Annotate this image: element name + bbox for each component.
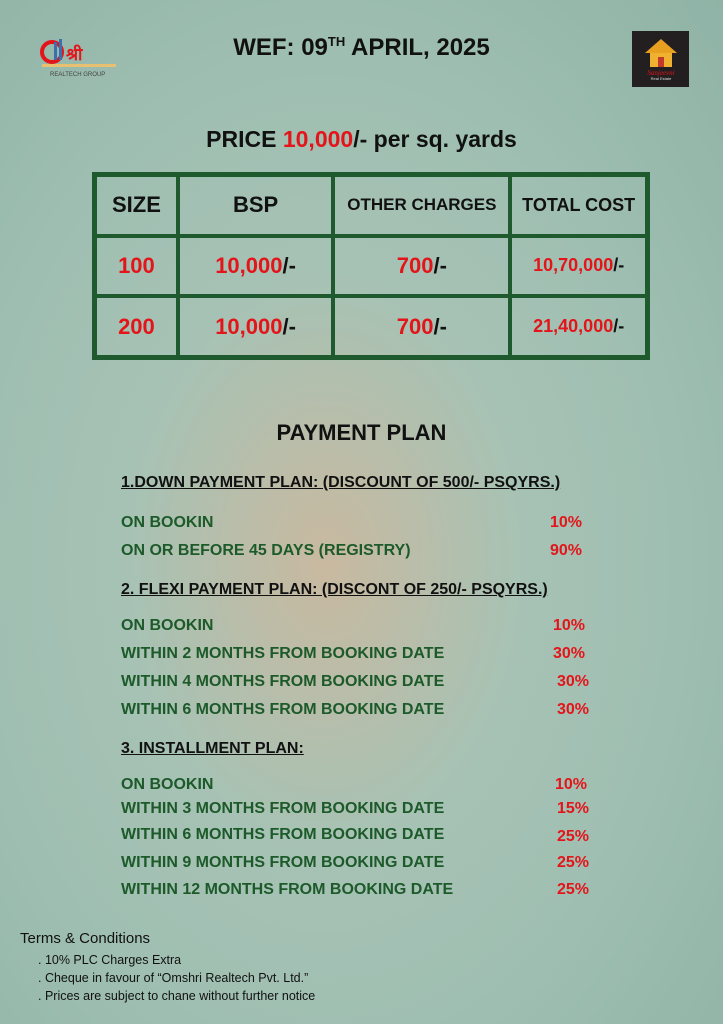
plan-item-label: WITHIN 12 MONTHS FROM BOOKING DATE: [121, 881, 454, 898]
price-label: PRICE: [206, 126, 283, 152]
terms-item: . Prices are subject to chane without fu…: [38, 989, 316, 1003]
terms-item: . Cheque in favour of “Omshri Realtech P…: [38, 971, 309, 985]
plan-item-label: WITHIN 6 MONTHS FROM BOOKING DATE: [121, 701, 445, 718]
cell-total: 10,70,000/-: [508, 233, 650, 299]
plan-item-label: WITHIN 9 MONTHS FROM BOOKING DATE: [121, 854, 445, 871]
plan-item-label: WITHIN 3 MONTHS FROM BOOKING DATE: [121, 800, 445, 817]
plan-item-pct: 15%: [557, 800, 590, 817]
cell-other: 700/-: [331, 233, 513, 299]
plan-item-pct: 10%: [553, 617, 586, 634]
price-unit: /- per sq. yards: [353, 126, 517, 152]
plan-item-label: ON OR BEFORE 45 DAYS (REGISTRY): [121, 542, 411, 559]
plan-item-label: ON BOOKIN: [121, 617, 214, 634]
plan-item-pct: 25%: [557, 854, 590, 871]
plan-title-down-payment: 1.DOWN PAYMENT PLAN: (DISCOUNT OF 500/- …: [121, 474, 561, 491]
header-total-cost: TOTAL COST: [508, 172, 650, 238]
plan-item-label: ON BOOKIN: [121, 776, 214, 793]
plan-title-installment: 3. INSTALLMENT PLAN:: [121, 740, 304, 757]
header-other-charges: OTHER CHARGES: [331, 172, 513, 238]
effective-date: WEF: 09TH APRIL, 2025: [0, 34, 723, 62]
cell-bsp: 10,000/-: [175, 294, 336, 360]
plan-item-label: WITHIN 4 MONTHS FROM BOOKING DATE: [121, 673, 445, 690]
header-bsp: BSP: [175, 172, 336, 238]
price-value: 10,000: [282, 126, 354, 152]
plan-item-pct: 25%: [557, 881, 590, 898]
plan-title-flexi: 2. FLEXI PAYMENT PLAN: (DISCONT OF 250/-…: [121, 581, 548, 598]
plan-item-pct: 30%: [557, 701, 590, 718]
svg-text:Real Estate: Real Estate: [650, 76, 671, 81]
table-row: 100 10,000/- 700/- 10,70,000/-: [92, 233, 650, 299]
cell-other: 700/-: [331, 294, 513, 360]
wef-text: WEF: 09: [233, 34, 328, 61]
svg-text:श्री: श्री: [65, 44, 83, 65]
omshri-logo: श्री REALTECH GROUP: [40, 36, 120, 80]
terms-title: Terms & Conditions: [20, 930, 151, 947]
plan-item-label: WITHIN 6 MONTHS FROM BOOKING DATE: [121, 826, 445, 843]
plan-item-label: ON BOOKIN: [121, 514, 214, 531]
sanjeevni-logo: Sanjeevni Real Estate: [632, 31, 689, 87]
plan-item-pct: 90%: [550, 542, 583, 559]
svg-text:REALTECH GROUP: REALTECH GROUP: [50, 72, 105, 78]
plan-item-pct: 10%: [550, 514, 583, 531]
cell-size: 200: [92, 294, 180, 360]
table-header-row: SIZE BSP OTHER CHARGES TOTAL COST: [92, 172, 650, 238]
cell-bsp: 10,000/-: [175, 233, 336, 299]
payment-plan-title: PAYMENT PLAN: [276, 420, 447, 445]
plan-item-label: WITHIN 2 MONTHS FROM BOOKING DATE: [121, 645, 445, 662]
cell-size: 100: [92, 233, 180, 299]
wef-date: APRIL, 2025: [345, 34, 490, 61]
plan-item-pct: 10%: [555, 776, 588, 793]
price-table: SIZE BSP OTHER CHARGES TOTAL COST 100 10…: [92, 172, 650, 360]
price-heading: PRICE 10,000/- per sq. yards: [0, 126, 723, 153]
cell-total: 21,40,000/-: [508, 294, 650, 360]
plan-item-pct: 30%: [557, 673, 590, 690]
wef-sup: TH: [327, 34, 346, 49]
table-row: 200 10,000/- 700/- 21,40,000/-: [92, 294, 650, 360]
plan-item-pct: 25%: [557, 828, 590, 845]
header-size: SIZE: [92, 172, 180, 238]
terms-item: . 10% PLC Charges Extra: [38, 953, 182, 967]
plan-item-pct: 30%: [553, 645, 586, 662]
svg-text:Sanjeevni: Sanjeevni: [647, 69, 674, 77]
